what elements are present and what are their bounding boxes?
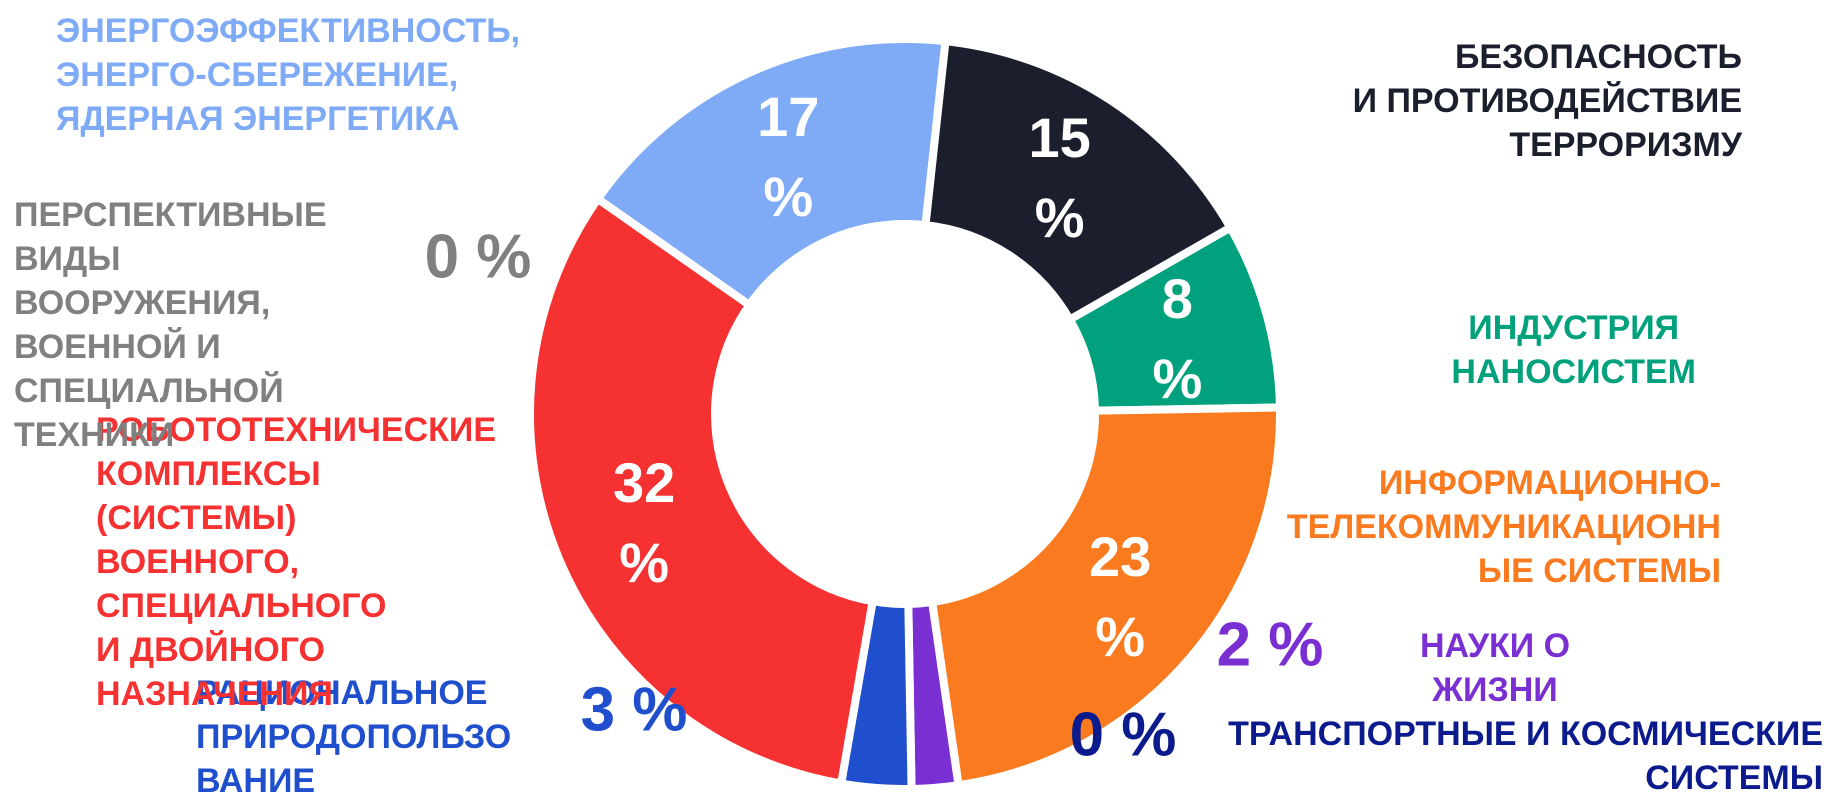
segment	[595, 195, 752, 309]
category-label: РОБОТОТЕХНИЧЕСКИЕ КОМПЛЕКСЫ (СИСТЕМЫ) ВО…	[96, 411, 497, 713]
category-label: РАЦИОНАЛЬНОЕ ПРИРОДОПОЛЬЗО ВАНИЕ	[196, 674, 512, 794]
value-label: 0 %	[424, 222, 532, 292]
segment	[592, 35, 950, 311]
category-label: ИНФОРМАЦИОННО- ТЕЛЕКОММУНИКАЦИОНН ЫЕ СИС…	[1286, 464, 1721, 590]
segment	[927, 403, 1284, 790]
segment	[921, 36, 1236, 326]
value-label: 17 %	[757, 84, 820, 228]
value-label: 2 %	[1216, 610, 1324, 680]
value-label: 0 %	[1069, 700, 1177, 770]
value-label: 23 %	[1088, 525, 1152, 669]
value-label: 8 %	[1152, 266, 1203, 410]
category-label: ТРАНСПОРТНЫЕ И КОСМИЧЕСКИЕ СИСТЕМЫ	[1228, 715, 1823, 794]
category-label: БЕЗОПАСНОСТЬ И ПРОТИВОДЕЙСТВИЕ ТЕРРОРИЗМ…	[1352, 38, 1742, 164]
category-label: ИНДУСТРИЯ НАНОСИСТЕМ	[1451, 309, 1696, 391]
segment	[526, 193, 878, 789]
value-label: 3 %	[580, 675, 688, 745]
category-label: ЭНЕРГОЭФФЕКТИВНОСТЬ, ЭНЕРГО-СБЕРЕЖЕНИЕ, …	[56, 12, 521, 138]
category-label: ПЕРСПЕКТИВНЫЕ ВИДЫ ВООРУЖЕНИЯ, ВОЕННОЙ И…	[14, 196, 327, 454]
value-label: 15 %	[1028, 105, 1091, 249]
category-label: НАУКИ О ЖИЗНИ	[1420, 627, 1571, 709]
value-label: 32 %	[613, 450, 676, 594]
